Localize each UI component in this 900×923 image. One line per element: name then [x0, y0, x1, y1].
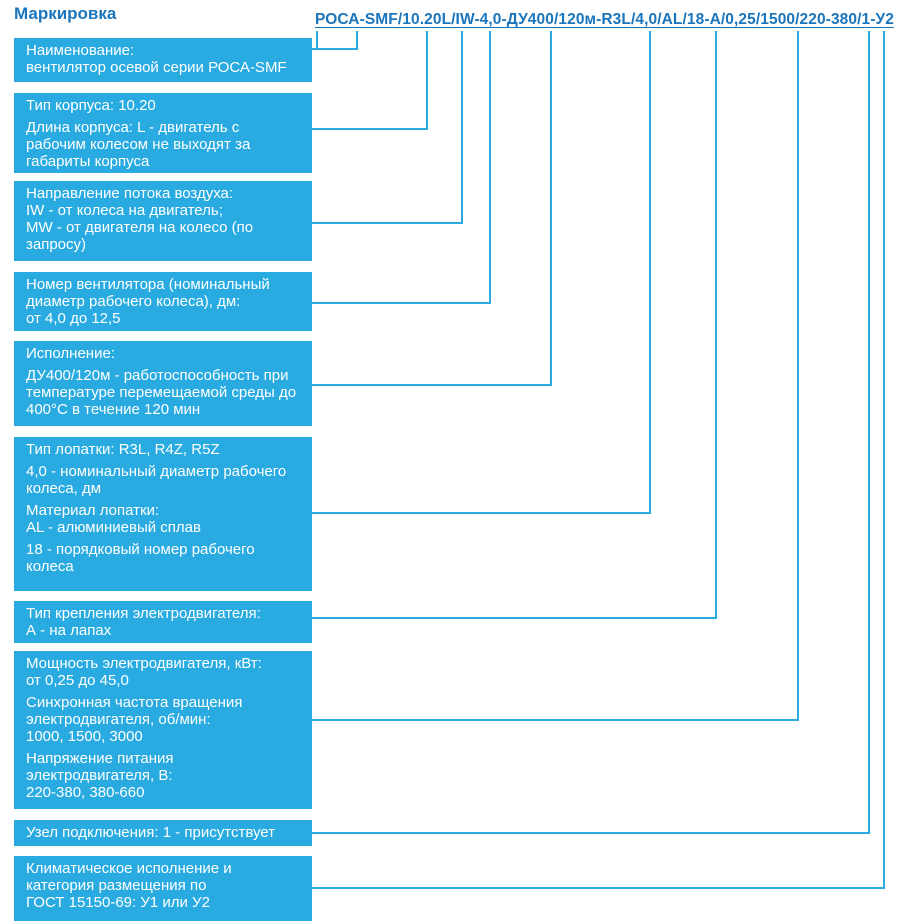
legend-box-climatic-version: Климатическое исполнение и категория раз…: [14, 856, 312, 921]
legend-text: Направление потока воздуха: IW - от коле…: [26, 185, 254, 253]
legend-text: Номер вентилятора (номинальный диаметр р…: [26, 276, 270, 327]
connector-line-u2: [312, 31, 885, 889]
legend-box-execution: Исполнение: ДУ400/120м - работоспособнос…: [14, 341, 312, 426]
connector-line-1: [312, 31, 870, 834]
connector-line-a: [312, 31, 717, 619]
marking-code-string: РОСА-SMF/10.20L/IW-4,0-ДУ400/120м-R3L/4,…: [315, 11, 894, 28]
legend-text: ДУ400/120м - работоспособность при темпе…: [26, 367, 297, 418]
connector-line-r3l: [312, 31, 651, 514]
legend-box-motor-power: Мощность электродвигателя, кВт: от 0,25 …: [14, 651, 312, 809]
legend-text: Тип корпуса: 10.20: [26, 97, 156, 114]
legend-box-blade-type: Тип лопатки: R3L, R4Z, R5Z 4,0 - номинал…: [14, 437, 312, 591]
legend-text: 4,0 - номинальный диаметр рабочего колес…: [26, 463, 287, 497]
legend-text: Материал лопатки: AL - алюминиевый сплав: [26, 502, 201, 536]
connector-line-iw: [312, 31, 463, 224]
legend-text: Тип лопатки: R3L, R4Z, R5Z: [26, 441, 220, 458]
legend-box-connection-unit: Узел подключения: 1 - присутствует: [14, 820, 312, 846]
connector-line-rosa-smf: [312, 31, 358, 50]
connector-line-power: [312, 31, 799, 721]
legend-text: Напряжение питания электродвигателя, В: …: [26, 750, 174, 801]
legend-box-motor-mounting: Тип крепления электродвигателя: А - на л…: [14, 601, 312, 643]
legend-box-airflow-direction: Направление потока воздуха: IW - от коле…: [14, 181, 312, 261]
page-title: Маркировка: [14, 4, 117, 23]
legend-text: Наименование: вентилятор осевой серии РО…: [26, 42, 287, 76]
connector-line-du400: [312, 31, 552, 386]
legend-text: Тип крепления электродвигателя: А - на л…: [26, 605, 261, 639]
legend-text: Длина корпуса: L - двигатель с рабочим к…: [26, 119, 251, 170]
legend-text: Исполнение:: [26, 345, 115, 362]
legend-box-housing-type: Тип корпуса: 10.20 Длина корпуса: L - дв…: [14, 93, 312, 173]
legend-text: Мощность электродвигателя, кВт: от 0,25 …: [26, 655, 262, 689]
legend-text: Узел подключения: 1 - присутствует: [26, 824, 276, 841]
legend-box-fan-number: Номер вентилятора (номинальный диаметр р…: [14, 272, 312, 331]
legend-text: 18 - порядковый номер рабочего колеса: [26, 541, 255, 575]
legend-box-name: Наименование: вентилятор осевой серии РО…: [14, 38, 312, 82]
connector-line-10-20l: [312, 31, 428, 130]
legend-text: Климатическое исполнение и категория раз…: [26, 860, 232, 911]
connector-line-4-0: [312, 31, 491, 304]
legend-text: Синхронная частота вращения электродвига…: [26, 694, 243, 745]
